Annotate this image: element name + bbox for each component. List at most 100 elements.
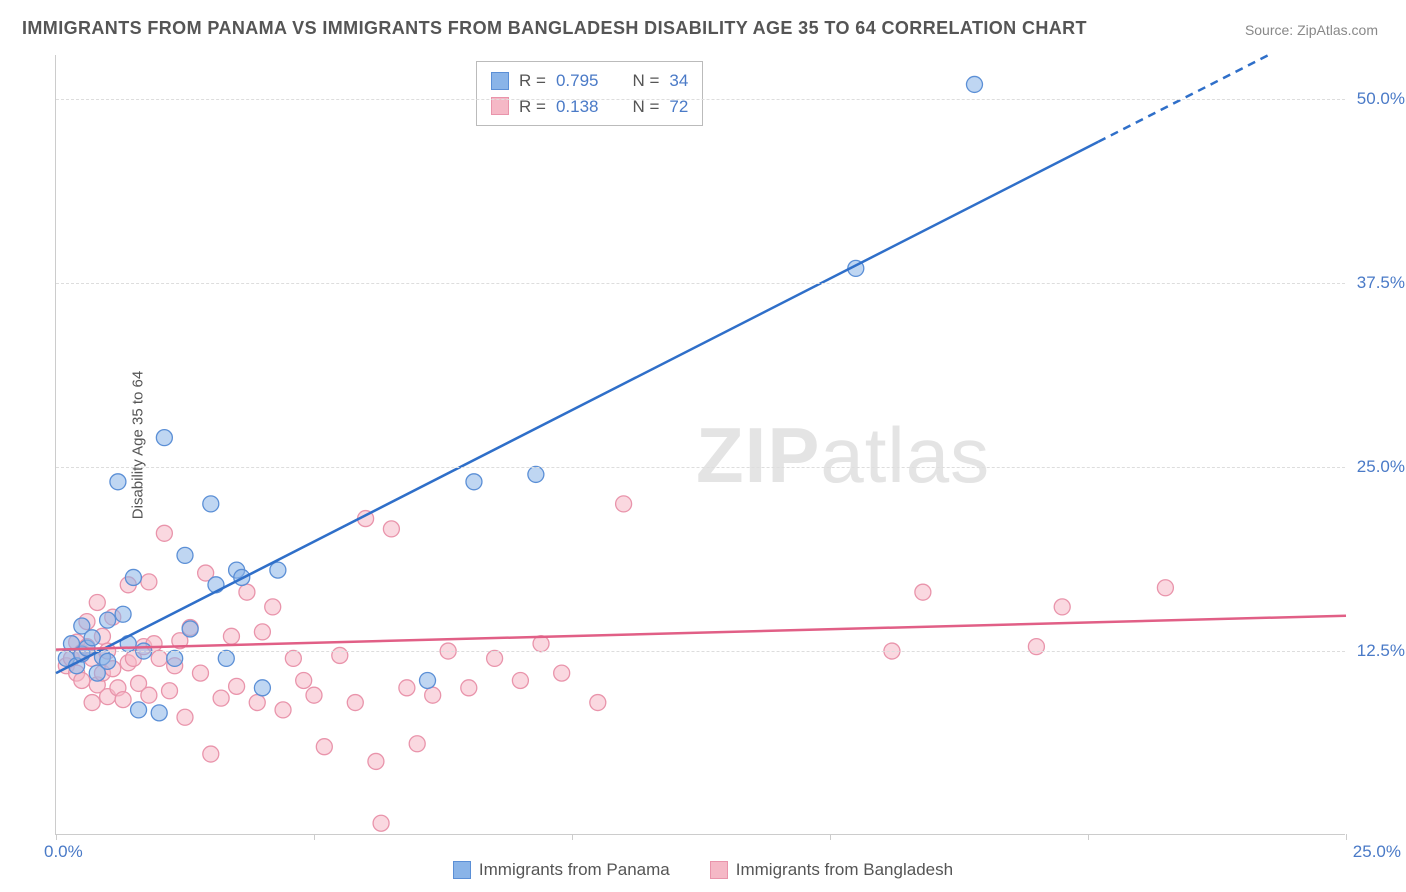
- stat-r-value: 0.795: [556, 68, 599, 94]
- data-point: [167, 650, 183, 666]
- legend-item: Immigrants from Panama: [453, 860, 670, 880]
- trendline: [56, 142, 1098, 673]
- data-point: [616, 496, 632, 512]
- data-point: [115, 692, 131, 708]
- data-point: [213, 690, 229, 706]
- legend-label: Immigrants from Bangladesh: [736, 860, 953, 880]
- legend-item: Immigrants from Bangladesh: [710, 860, 953, 880]
- data-point: [368, 753, 384, 769]
- data-point: [192, 665, 208, 681]
- x-tick-label-max: 25.0%: [1353, 842, 1401, 862]
- data-point: [399, 680, 415, 696]
- data-point: [347, 695, 363, 711]
- stats-row: R = 0.795 N = 34: [491, 68, 688, 94]
- data-point: [1054, 599, 1070, 615]
- y-tick-label: 37.5%: [1357, 273, 1405, 293]
- data-point: [1028, 639, 1044, 655]
- data-point: [156, 525, 172, 541]
- x-tick: [1346, 834, 1347, 840]
- stat-r-label: R =: [519, 68, 546, 94]
- legend-swatch: [491, 72, 509, 90]
- data-point: [131, 702, 147, 718]
- data-point: [74, 672, 90, 688]
- data-point: [203, 746, 219, 762]
- data-point: [554, 665, 570, 681]
- data-point: [966, 76, 982, 92]
- data-point: [156, 430, 172, 446]
- data-point: [254, 680, 270, 696]
- correlation-stats-box: R =0.795N =34R =0.138N =72: [476, 61, 703, 126]
- data-point: [316, 739, 332, 755]
- gridline-h: [56, 283, 1345, 284]
- data-point: [125, 569, 141, 585]
- data-point: [373, 815, 389, 831]
- data-point: [239, 584, 255, 600]
- x-tick: [1088, 834, 1089, 840]
- stat-n-label: N =: [632, 94, 659, 120]
- data-point: [306, 687, 322, 703]
- data-point: [151, 705, 167, 721]
- data-point: [332, 647, 348, 663]
- data-point: [270, 562, 286, 578]
- data-point: [218, 650, 234, 666]
- stat-r-label: R =: [519, 94, 546, 120]
- data-point: [487, 650, 503, 666]
- data-point: [512, 672, 528, 688]
- gridline-h: [56, 467, 1345, 468]
- data-point: [1157, 580, 1173, 596]
- y-tick-label: 12.5%: [1357, 641, 1405, 661]
- stat-n-value: 34: [669, 68, 688, 94]
- data-point: [915, 584, 931, 600]
- data-point: [528, 466, 544, 482]
- data-point: [182, 621, 198, 637]
- source-attribution: Source: ZipAtlas.com: [1245, 22, 1378, 38]
- stat-n-label: N =: [632, 68, 659, 94]
- data-point: [84, 630, 100, 646]
- data-point: [141, 687, 157, 703]
- data-point: [151, 650, 167, 666]
- data-point: [229, 678, 245, 694]
- data-point: [466, 474, 482, 490]
- legend-swatch: [453, 861, 471, 879]
- data-point: [285, 650, 301, 666]
- data-point: [89, 594, 105, 610]
- x-tick: [314, 834, 315, 840]
- data-point: [162, 683, 178, 699]
- data-point: [84, 695, 100, 711]
- data-point: [115, 606, 131, 622]
- gridline-h: [56, 651, 1345, 652]
- chart-svg: [56, 55, 1345, 834]
- stats-row: R =0.138N =72: [491, 94, 688, 120]
- data-point: [409, 736, 425, 752]
- data-point: [177, 709, 193, 725]
- plot-area: Disability Age 35 to 64 ZIPatlas R =0.79…: [55, 55, 1345, 835]
- data-point: [590, 695, 606, 711]
- y-tick-label: 50.0%: [1357, 89, 1405, 109]
- trendline: [56, 616, 1346, 650]
- data-point: [425, 687, 441, 703]
- data-point: [461, 680, 477, 696]
- data-point: [203, 496, 219, 512]
- y-tick-label: 25.0%: [1357, 457, 1405, 477]
- x-tick-label-min: 0.0%: [44, 842, 83, 862]
- data-point: [100, 612, 116, 628]
- data-point: [110, 474, 126, 490]
- legend-label: Immigrants from Panama: [479, 860, 670, 880]
- x-tick: [56, 834, 57, 840]
- data-point: [177, 547, 193, 563]
- stat-r-value: 0.138: [556, 94, 599, 120]
- bottom-legend: Immigrants from Panama Immigrants from Ba…: [0, 860, 1406, 880]
- chart-title: IMMIGRANTS FROM PANAMA VS IMMIGRANTS FRO…: [22, 18, 1087, 39]
- data-point: [275, 702, 291, 718]
- data-point: [254, 624, 270, 640]
- x-tick: [830, 834, 831, 840]
- legend-swatch: [710, 861, 728, 879]
- data-point: [265, 599, 281, 615]
- data-point: [249, 695, 265, 711]
- data-point: [223, 628, 239, 644]
- gridline-h: [56, 99, 1345, 100]
- data-point: [383, 521, 399, 537]
- data-point: [100, 653, 116, 669]
- data-point: [420, 672, 436, 688]
- data-point: [296, 672, 312, 688]
